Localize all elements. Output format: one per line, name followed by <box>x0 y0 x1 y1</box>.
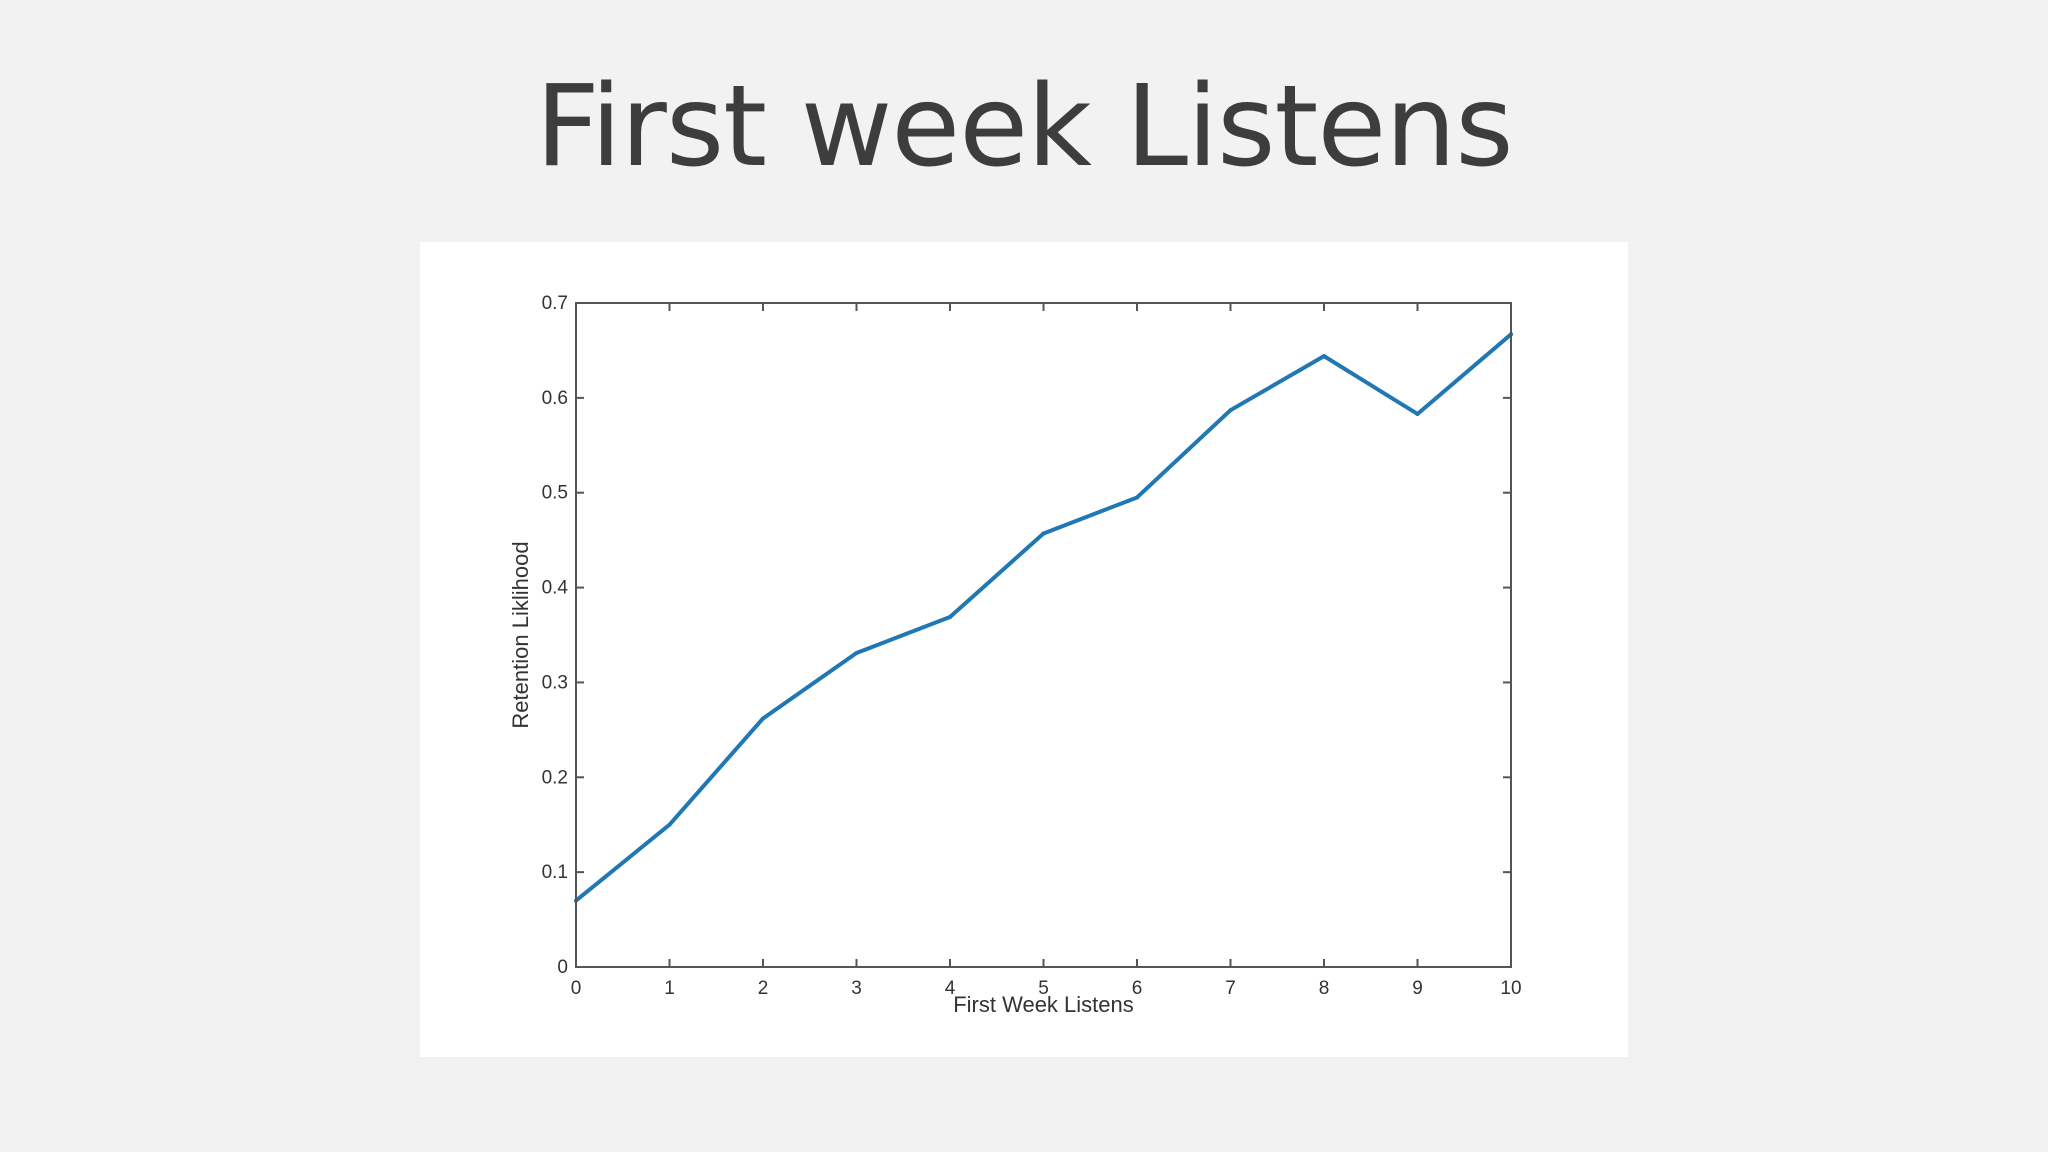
data-point <box>1041 531 1046 536</box>
x-tick-label: 7 <box>1225 978 1236 999</box>
y-tick-label: 0.2 <box>542 767 568 788</box>
x-tick-label: 4 <box>945 978 956 999</box>
y-tick-label: 0.4 <box>542 578 569 599</box>
data-point <box>854 651 859 656</box>
data-point <box>667 822 672 827</box>
x-tick-label: 6 <box>1132 978 1143 999</box>
data-point <box>1322 354 1326 359</box>
y-tick-label: 0.7 <box>542 293 568 314</box>
x-tick-label: 8 <box>1319 978 1330 999</box>
series-line <box>574 332 1513 903</box>
y-axis-label: Retention Liklihood <box>508 541 533 728</box>
chart-panel: 0 1 2 3 4 5 6 7 8 9 10 0 0.1 0.2 0.3 0.4 0.5 0.6 0.7 First… <box>420 242 1628 1057</box>
line-chart: 0 1 2 3 4 5 6 7 8 9 10 0 0.1 0.2 0.3 0.4 0.5 0.6 0.7 First… <box>508 293 1522 1017</box>
x-tick-label: 10 <box>1500 978 1521 999</box>
data-point <box>1228 408 1233 413</box>
ticks-layer: 0 1 2 3 4 5 6 7 8 9 10 0 0.1 0.2 0.3 0.4 0.5 0.6 0.7 <box>542 293 1522 999</box>
data-point <box>948 614 952 619</box>
x-axis-label: First Week Listens <box>953 992 1134 1017</box>
y-tick-label: 0.3 <box>542 672 568 693</box>
plot-frame <box>575 302 1512 968</box>
x-tick-label: 2 <box>758 978 769 999</box>
y-tick-label: 0.6 <box>542 388 568 409</box>
x-tick-label: 5 <box>1038 978 1049 999</box>
y-tick-label: 0 <box>557 957 568 978</box>
slide-title: First week Listens <box>535 62 1513 192</box>
x-tick-label: 1 <box>664 978 675 999</box>
y-tick-label: 0.1 <box>542 862 568 883</box>
data-point <box>1415 411 1420 416</box>
series-layer <box>574 332 1513 903</box>
x-tick-label: 0 <box>571 978 582 999</box>
y-tick-label: 0.5 <box>542 483 568 504</box>
data-point <box>1135 495 1139 500</box>
x-tick-label: 3 <box>851 978 862 999</box>
data-point <box>761 716 765 721</box>
x-tick-label: 9 <box>1412 978 1423 999</box>
